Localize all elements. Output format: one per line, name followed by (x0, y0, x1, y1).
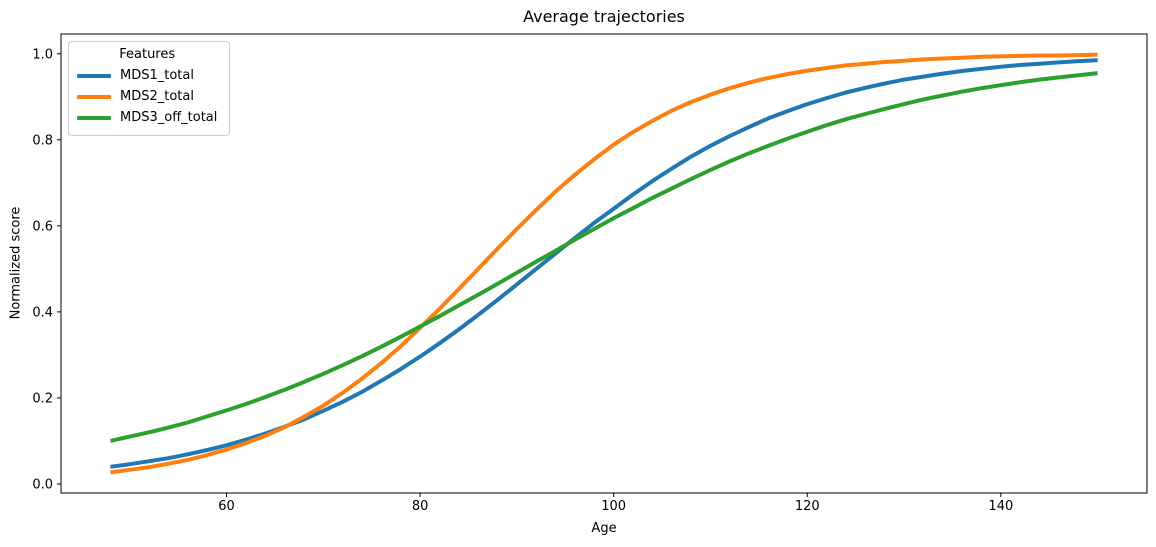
x-tick-label: 140 (988, 499, 1013, 514)
chart-title: Average trajectories (523, 7, 685, 26)
legend-line-swatch (77, 73, 111, 78)
legend-label: MDS3_off_total (120, 110, 218, 125)
legend-line-swatch (77, 94, 111, 99)
x-tick-label: 100 (601, 499, 626, 514)
y-tick-label: 0.4 (32, 305, 53, 320)
legend-item: MDS3_off_total (77, 107, 217, 128)
axes-spines (60, 33, 1148, 494)
legend: Features MDS1_total MDS2_total MDS3_off_to… (68, 41, 231, 136)
legend-item: MDS1_total (77, 65, 217, 86)
y-axis-label: Normalized score (8, 206, 24, 320)
y-tick-label: 0.6 (32, 219, 53, 234)
series-line-MDS1_total (110, 58, 1098, 469)
x-tick-label: 60 (218, 499, 235, 514)
legend-line-swatch (77, 115, 111, 120)
y-tick-label: 0.8 (32, 133, 53, 148)
legend-title: Features (119, 47, 176, 62)
y-tick-label: 0.0 (32, 477, 53, 492)
x-tick-label: 120 (795, 499, 820, 514)
series-line-MDS3_off_total (109, 71, 1098, 443)
legend-label: MDS1_total (120, 68, 194, 83)
x-axis-label: Age (591, 521, 617, 536)
series-line-MDS2_total (110, 52, 1098, 475)
y-tick-label: 1.0 (32, 47, 53, 62)
legend-label: MDS2_total (120, 89, 194, 104)
y-tick-label: 0.2 (32, 391, 53, 406)
legend-item: MDS2_total (77, 86, 217, 107)
x-tick-label: 80 (412, 499, 429, 514)
